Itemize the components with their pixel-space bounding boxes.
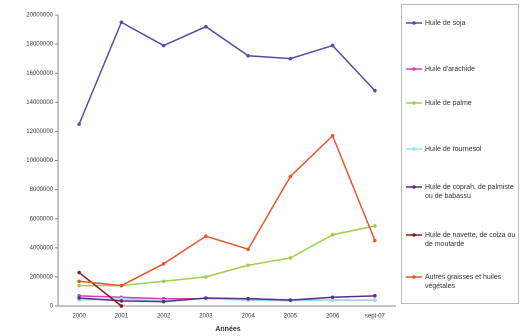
x-tick-label: sept-07 [365,314,386,320]
legend-label: Huile de coprah, de palmiste ou de babas… [425,184,514,200]
legend-swatch [406,67,422,71]
data-point [119,299,124,303]
x-tick-label: 2003 [199,314,213,320]
data-point [119,283,124,288]
legend-item: Huile de coprah, de palmiste ou de babas… [406,183,516,201]
legend-marker [412,147,416,151]
y-tick-label: 12000000 [26,129,53,135]
y-tick-label: 4000000 [30,245,54,251]
x-axis-title: Années [215,326,240,333]
data-point [288,298,293,302]
legend-swatch [406,275,422,279]
y-tick-label: 14000000 [26,100,53,106]
data-point [161,279,166,284]
x-tick-label: 2001 [115,314,129,320]
chart: Années 0 2000000 4000000 6000000 8000000 1000… [26,13,396,333]
data-point [373,294,377,298]
legend-item: Huile d'arachide [406,65,516,74]
x-tick-label: 2000 [72,314,86,320]
legend-marker [412,101,416,105]
data-point [373,298,377,302]
data-point [330,43,335,48]
legend: Huile de soja Huile d'arachide Huile de pa… [401,4,519,304]
series-line [78,21,376,125]
series-line [78,271,122,307]
data-point [161,299,166,304]
legend-label: Huile d'arachide [425,66,475,73]
data-point [373,224,377,228]
y-tick-label: 10000000 [26,158,53,164]
data-point [77,283,81,288]
data-point [373,88,377,93]
legend-item: Huile de tournesol [406,145,516,154]
series-line [79,295,375,303]
series-line [79,134,376,287]
legend-swatch [406,233,422,237]
legend-label: Autres graisses et huiles végétales [425,274,502,290]
legend-marker [412,67,416,71]
legend-label: Huile de soja [425,20,466,27]
data-point [161,262,166,266]
data-point [246,263,250,268]
data-point [119,304,124,308]
data-point [246,53,250,58]
y-tick-label: 16000000 [26,71,53,77]
data-point [288,256,293,260]
legend-swatch [406,147,422,151]
y-tick-label: 8000000 [30,187,54,193]
data-point [246,247,250,252]
series-line [79,297,375,302]
data-point [161,43,166,48]
data-point [204,24,208,29]
data-point [330,232,335,237]
data-point [330,295,335,300]
data-point [77,279,81,284]
legend-swatch [406,101,422,105]
data-point [119,20,124,25]
data-point [288,174,293,179]
legend-marker [412,21,416,25]
y-tick-label: 0 [50,304,54,310]
data-point [246,296,250,301]
data-point [330,298,335,302]
series-line [79,225,376,287]
legend-item: Huile de soja [406,19,516,28]
data-point [204,275,208,279]
legend-item: Autres graisses et huiles végétales [406,273,516,291]
legend-swatch [406,185,422,189]
legend-label: Huile de palme [425,100,472,107]
data-point [330,133,335,138]
legend-item: Huile de palme [406,99,516,108]
data-point [77,296,81,300]
x-tick-label: 2002 [157,314,171,320]
legend-marker [412,275,416,279]
legend-label: Huile de tournesol [425,146,482,153]
data-point [373,238,377,243]
data-point [288,56,293,61]
data-point [77,270,81,275]
y-tick-label: 18000000 [26,42,53,48]
legend-marker [412,185,416,189]
x-tick-label: 2004 [241,314,255,320]
legend-label: Huile de navette, de colza ou de moutard… [425,232,516,248]
data-point [204,296,208,300]
y-tick-label: 2000000 [30,274,54,280]
y-tick-label: 6000000 [30,216,54,222]
x-tick-label: 2006 [326,314,340,320]
legend-marker [412,233,416,237]
legend-item: Huile de navette, de colza ou de moutard… [406,231,516,249]
y-tick-label: 20000000 [26,13,53,19]
data-point [77,122,81,126]
data-point [204,234,208,238]
x-tick-label: 2005 [284,314,298,320]
legend-swatch [406,21,422,25]
